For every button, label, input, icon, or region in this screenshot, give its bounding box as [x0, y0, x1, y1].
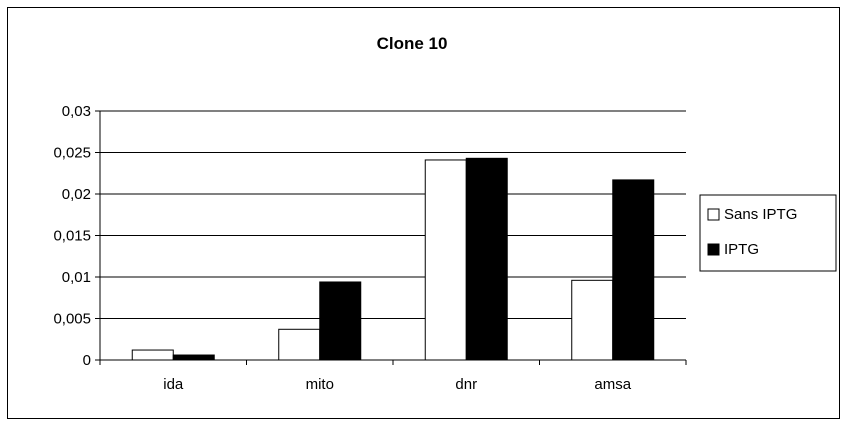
y-tick-label: 0,02	[62, 186, 91, 203]
legend-swatch	[707, 208, 720, 221]
bar-iptg-dnr	[465, 157, 508, 361]
legend-label: IPTG	[724, 241, 759, 258]
bars	[131, 157, 655, 361]
y-tick-label: 0,01	[62, 269, 91, 286]
bar-sans-iptg-mito	[278, 328, 321, 361]
bar-sans-iptg-dnr	[424, 159, 467, 361]
bar-iptg-amsa	[612, 179, 655, 361]
chart-title: Clone 10	[377, 34, 448, 53]
y-tick-label: 0,005	[53, 311, 91, 328]
bar-iptg-ida	[172, 354, 215, 361]
bar-sans-iptg-ida	[131, 349, 174, 361]
legend-box	[699, 194, 837, 272]
axes: 0 0,005 0,01 0,015 0,02 0,025 0,03 ida mito dnr am…	[53, 103, 687, 393]
legend-label: Sans IPTG	[724, 206, 797, 223]
x-tick-label: amsa	[594, 376, 631, 393]
bar-sans-iptg-amsa	[571, 279, 614, 361]
x-tick-label: ida	[163, 376, 184, 393]
x-tick-label: dnr	[455, 376, 477, 393]
legend-swatch	[707, 243, 720, 256]
y-tick-label: 0,015	[53, 228, 91, 245]
y-tick-label: 0,025	[53, 145, 91, 162]
legend: Sans IPTG IPTG	[699, 194, 837, 272]
y-tick-label: 0	[83, 352, 91, 369]
x-tick-label: mito	[306, 376, 334, 393]
bar-iptg-mito	[319, 281, 362, 361]
y-tick-label: 0,03	[62, 103, 91, 120]
